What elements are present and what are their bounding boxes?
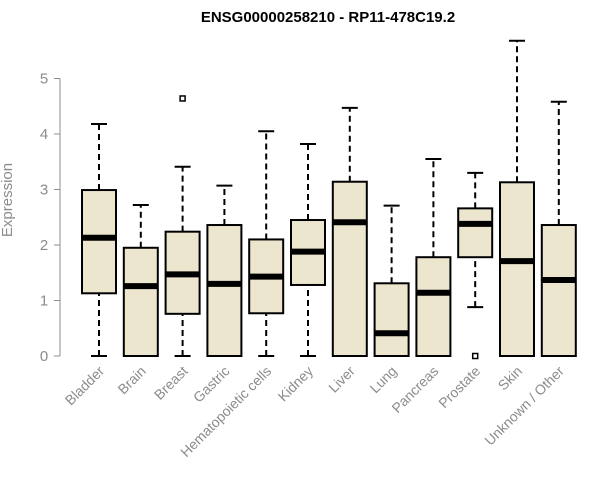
box-brain [122, 204, 159, 357]
box-unknown-other [540, 100, 577, 357]
x-tick-label: Brain [114, 363, 148, 397]
box-series [81, 39, 577, 360]
y-tick-label: 5 [40, 71, 48, 88]
outlier-point [471, 352, 479, 360]
y-tick-label: 4 [40, 126, 48, 143]
box-lung [373, 204, 410, 358]
y-tick-label: 0 [40, 348, 48, 365]
x-tick-label: Breast [151, 363, 191, 403]
box-pancreas [415, 157, 452, 357]
x-tick-label: Bladder [62, 363, 108, 409]
outlier-point [179, 95, 186, 102]
y-tick-label: 2 [40, 237, 48, 254]
box-gastric [206, 184, 243, 357]
box-breast [164, 95, 201, 357]
chart-title: ENSG00000258210 - RP11-478C19.2 [201, 9, 455, 26]
x-tick-label: Prostate [435, 363, 483, 411]
iqr-box [373, 282, 410, 358]
box-liver [331, 106, 368, 357]
x-tick-label: Unknown / Other [481, 363, 567, 449]
y-tick-label: 3 [40, 182, 48, 199]
iqr-box [457, 207, 494, 259]
box-bladder [81, 123, 117, 357]
x-tick-label: Liver [325, 363, 358, 396]
iqr-box [122, 246, 159, 357]
iqr-box [540, 224, 577, 357]
iqr-box [415, 256, 452, 357]
x-tick-label: Kidney [275, 363, 317, 405]
box-prostate [457, 171, 494, 360]
iqr-box [331, 180, 368, 357]
box-kidney [290, 142, 326, 357]
x-tick-label: Skin [495, 363, 526, 394]
x-tick-label: Lung [366, 363, 399, 396]
iqr-box [499, 181, 535, 357]
y-tick-label: 1 [40, 293, 48, 310]
y-axis: 0 1 2 3 4 5 [40, 71, 61, 365]
box-skin [499, 39, 535, 357]
iqr-box [81, 189, 117, 295]
iqr-box [206, 224, 243, 357]
y-axis-label: Expression [0, 163, 16, 237]
box-hematopoietic-cells [248, 130, 285, 357]
